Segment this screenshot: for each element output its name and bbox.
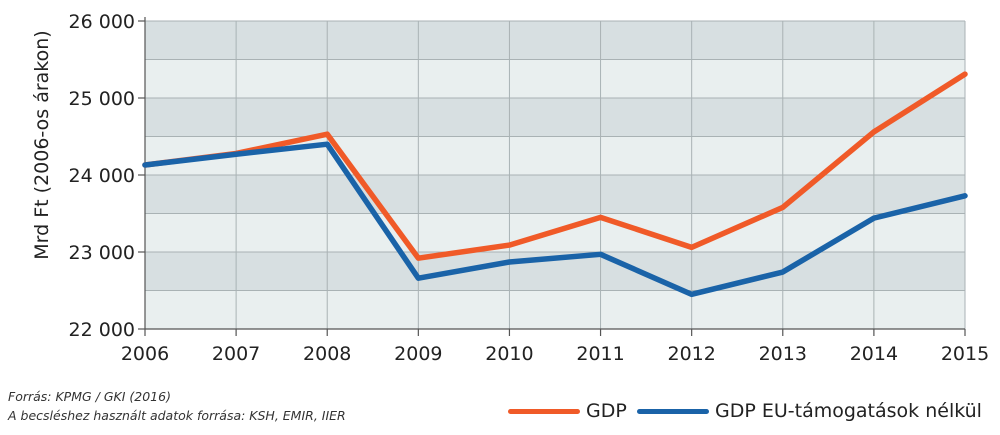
legend-item-gdp-no-eu: GDP EU-támogatások nélkül	[637, 400, 982, 422]
y-tick-label: 24 000	[69, 165, 135, 187]
x-tick-label: 2008	[303, 343, 351, 365]
legend-swatch-gdp	[508, 408, 580, 414]
series-line-0	[142, 71, 968, 261]
y-axis-label: Mrd Ft (2006-os árakon)	[31, 30, 53, 259]
x-tick-label: 2009	[394, 343, 442, 365]
series-line-1	[142, 141, 968, 298]
x-tick-label: 2015	[941, 343, 989, 365]
y-tick-label: 23 000	[69, 242, 135, 264]
legend-label-gdp-no-eu: GDP EU-támogatások nélkül	[715, 400, 982, 422]
data-source-note: A becsléshez használt adatok forrása: KS…	[8, 408, 346, 423]
y-tick-label: 26 000	[69, 11, 135, 33]
x-tick-label: 2013	[759, 343, 807, 365]
x-tick-label: 2011	[576, 343, 624, 365]
plot-band	[145, 98, 965, 137]
y-tick-label: 25 000	[69, 88, 135, 110]
plot-band	[145, 290, 965, 329]
x-tick-labels: 2006 2007 2008 2009 2010 2011 2012 2013 2014 2015	[121, 343, 989, 365]
plot-band	[145, 21, 965, 60]
y-tick-labels: 22 000 23 000 24 000 25 000 26 000	[69, 11, 135, 341]
x-tick-label: 2007	[212, 343, 260, 365]
y-tick-label: 22 000	[69, 319, 135, 341]
x-tick-label: 2012	[667, 343, 715, 365]
plot-band	[145, 59, 965, 98]
source-note: Forrás: KPMG / GKI (2016)	[8, 389, 171, 404]
plot-band	[145, 175, 965, 214]
axes	[138, 17, 966, 336]
x-tick-label: 2006	[121, 343, 169, 365]
legend-label-gdp: GDP	[586, 400, 627, 422]
x-tick-label: 2014	[850, 343, 898, 365]
legend-swatch-gdp-no-eu	[637, 408, 709, 414]
x-tick-label: 2010	[485, 343, 533, 365]
series-lines	[142, 71, 968, 298]
legend-item-gdp: GDP	[508, 400, 627, 422]
plot-background-bands	[145, 21, 965, 329]
